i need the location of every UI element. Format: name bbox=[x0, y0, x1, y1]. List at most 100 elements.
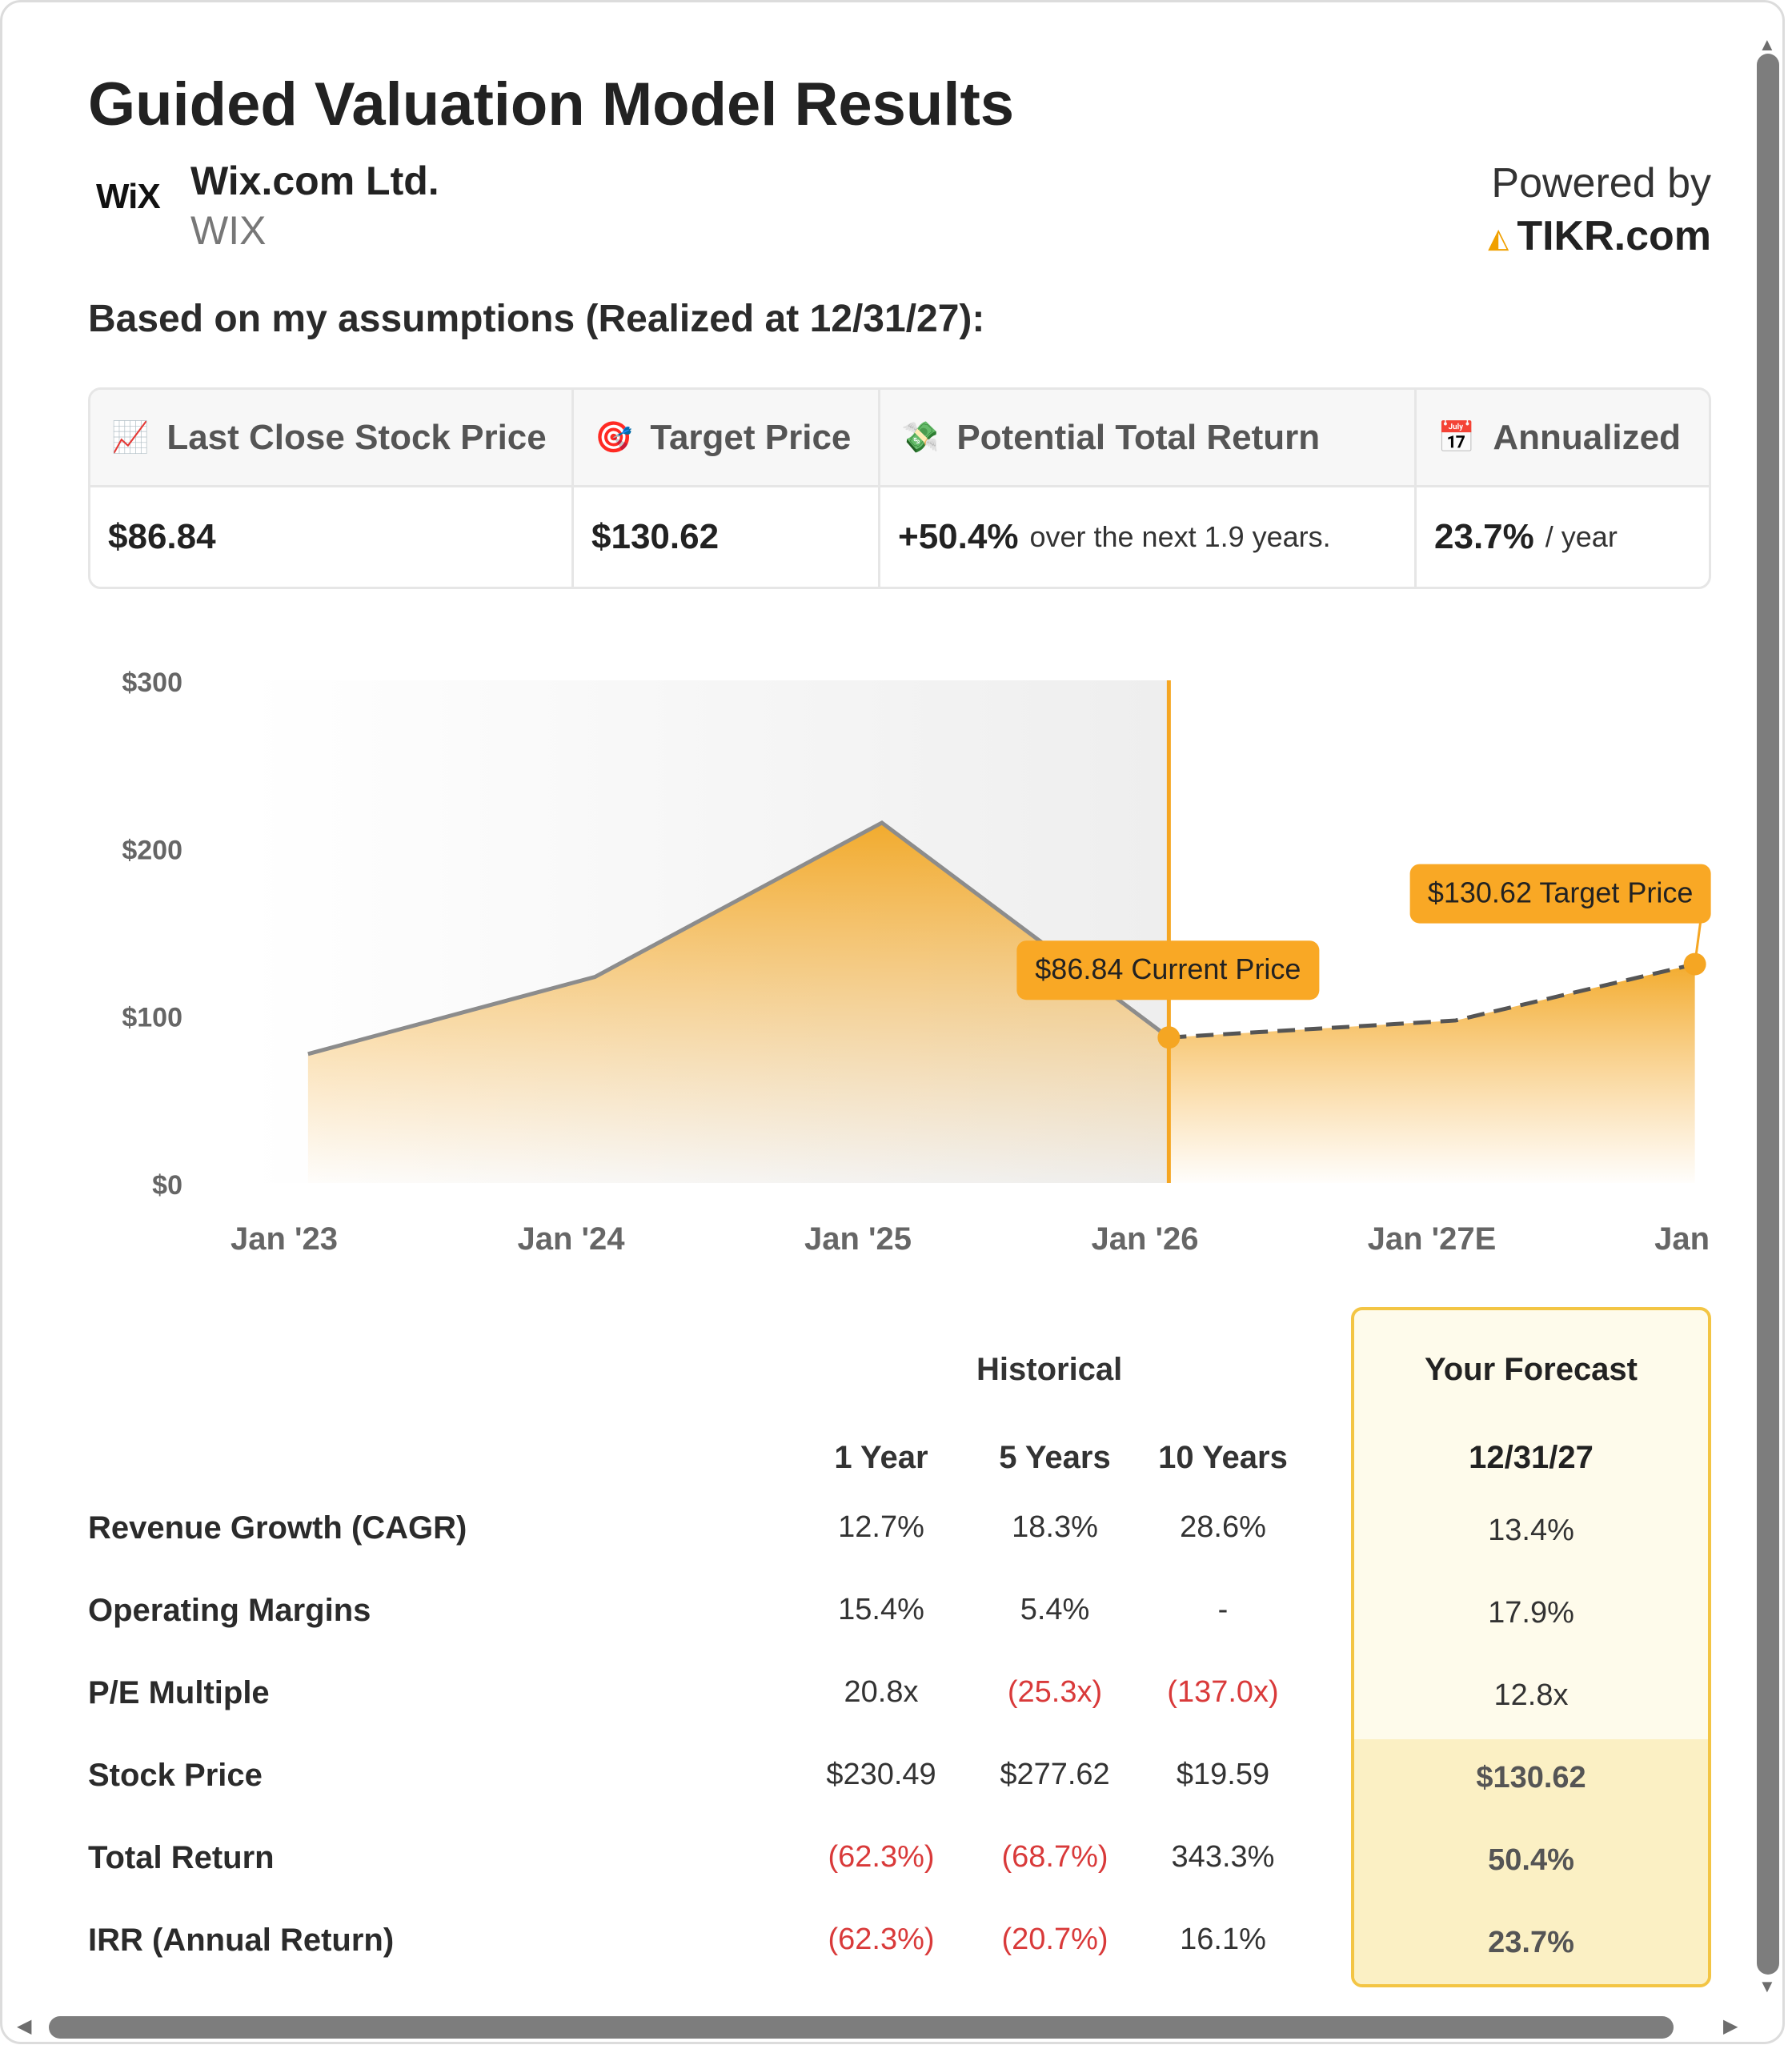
x-axis-tick-label: Jan '23 bbox=[231, 1221, 338, 1257]
x-axis-tick-label: Jan '25 bbox=[804, 1221, 912, 1257]
tikr-logo-icon: ◭ bbox=[1488, 223, 1509, 255]
table-cell: 343.3% bbox=[1171, 1840, 1275, 1874]
target-price-value: $130.62 bbox=[574, 487, 880, 587]
powered-by[interactable]: Powered by ◭ TIKR.com bbox=[1488, 159, 1711, 260]
last-close-value: $86.84 bbox=[90, 487, 574, 587]
current-price-label-box bbox=[1016, 940, 1320, 1000]
col-header-forecast-date: 12/31/27 bbox=[1469, 1440, 1594, 1475]
summary-header-label: Potential Total Return bbox=[956, 417, 1321, 457]
scroll-up-arrow-icon[interactable]: ▲ bbox=[1758, 34, 1776, 54]
table-cell: 5.4% bbox=[1020, 1593, 1090, 1626]
table-cell: (62.3%) bbox=[828, 1923, 935, 1956]
x-axis-tick-label: Jan '26 bbox=[1091, 1221, 1198, 1257]
forecast-column-box bbox=[1351, 1307, 1711, 1987]
vertical-scroll-thumb[interactable] bbox=[1757, 54, 1779, 1975]
current-price-label: $86.84 Current Price bbox=[1035, 952, 1301, 985]
table-cell: $277.62 bbox=[1000, 1758, 1110, 1791]
page-content: Guided Valuation Model Results WiX Wix.c… bbox=[88, 74, 1711, 589]
row-label-stock-price: Stock Price bbox=[88, 1758, 263, 1793]
forecast-cell: 23.7% bbox=[1488, 1926, 1574, 1959]
table-cell: 12.7% bbox=[838, 1510, 924, 1544]
forecast-cell: 13.4% bbox=[1488, 1514, 1574, 1547]
table-cell: 20.8x bbox=[844, 1675, 919, 1709]
current-price-marker bbox=[1157, 1026, 1181, 1049]
summary-header-label: Target Price bbox=[650, 417, 852, 457]
summary-header-last-close: 📈 Last Close Stock Price bbox=[90, 390, 574, 487]
table-cell: 28.6% bbox=[1180, 1510, 1266, 1544]
page-title: Guided Valuation Model Results bbox=[88, 70, 1015, 138]
company-name: Wix.com Ltd. bbox=[190, 158, 439, 203]
table-cell: (25.3x) bbox=[1007, 1675, 1103, 1709]
table-cell: (62.3%) bbox=[828, 1840, 935, 1874]
x-axis-tick-label: Jan '24 bbox=[517, 1221, 625, 1257]
total-return-percent: +50.4% bbox=[898, 517, 1019, 556]
calendar-icon: 📅 bbox=[1437, 420, 1476, 455]
horizontal-scrollbar[interactable]: ◀ ▶ bbox=[10, 2013, 1759, 2042]
y-axis-tick-label: $300 bbox=[122, 668, 182, 698]
forecast-results-highlight bbox=[1354, 1739, 1708, 1984]
summary-table: 📈 Last Close Stock Price 🎯 Target Price … bbox=[88, 387, 1711, 589]
tikr-brand[interactable]: ◭ TIKR.com bbox=[1488, 212, 1711, 260]
y-axis-tick-label: $200 bbox=[122, 835, 182, 865]
company-logo: WiX bbox=[96, 177, 161, 216]
col-header-10-years: 10 Years bbox=[1158, 1440, 1288, 1475]
forecast-cell: 50.4% bbox=[1488, 1843, 1574, 1877]
forecast-price-line bbox=[1169, 962, 1696, 1040]
target-price-label-box bbox=[1409, 864, 1711, 924]
table-cell: 16.1% bbox=[1180, 1923, 1266, 1956]
x-axis-tick-label: Jan '27E bbox=[1368, 1221, 1497, 1257]
annualized-percent: 23.7% bbox=[1434, 517, 1534, 556]
col-header-1-year: 1 Year bbox=[834, 1440, 928, 1475]
company-header: WiX Wix.com Ltd. WIX Powered by ◭ TIKR.co… bbox=[88, 150, 1711, 270]
price-chart-svg: $0 $100 $200 $300 Jan '23 Jan '24 Jan '25 Jan '… bbox=[122, 668, 1783, 1257]
summary-header-label: Annualized bbox=[1493, 417, 1682, 457]
horizontal-scroll-thumb[interactable] bbox=[49, 2016, 1674, 2039]
table-cell: (20.7%) bbox=[1001, 1923, 1108, 1956]
company-ticker: WIX bbox=[190, 208, 267, 253]
table-cell: $230.49 bbox=[826, 1758, 936, 1791]
x-axis-tick-label: Jan '28E bbox=[1654, 1221, 1711, 1257]
forecast-price-area bbox=[1169, 964, 1695, 1183]
table-cell: (137.0x) bbox=[1167, 1675, 1279, 1709]
scroll-right-arrow-icon[interactable]: ▶ bbox=[1723, 2015, 1738, 2037]
y-axis-tick-label: $0 bbox=[152, 1170, 182, 1201]
scroll-left-arrow-icon[interactable]: ◀ bbox=[17, 2015, 32, 2037]
historical-group-header: Historical bbox=[976, 1352, 1123, 1387]
target-price-marker bbox=[1683, 952, 1706, 976]
price-chart: $0 $100 $200 $300 Jan '23 Jan '24 Jan '25 Jan '… bbox=[88, 659, 1783, 1271]
table-cell: 15.4% bbox=[838, 1593, 924, 1626]
tikr-brand-text: TIKR.com bbox=[1517, 213, 1711, 259]
annualized-unit: / year bbox=[1545, 520, 1618, 553]
col-header-5-years: 5 Years bbox=[999, 1440, 1111, 1475]
summary-header-total-return: 💸 Potential Total Return bbox=[880, 390, 1417, 487]
target-icon: 🎯 bbox=[595, 420, 633, 455]
target-price-label: $130.62 Target Price bbox=[1428, 876, 1694, 909]
total-return-value: +50.4% over the next 1.9 years. bbox=[880, 487, 1417, 587]
annualized-value: 23.7% / year bbox=[1417, 487, 1709, 587]
summary-header-label: Last Close Stock Price bbox=[166, 417, 547, 457]
chart-increasing-icon: 📈 bbox=[111, 420, 150, 455]
table-cell: (68.7%) bbox=[1001, 1840, 1108, 1874]
table-cell: 18.3% bbox=[1012, 1510, 1098, 1544]
row-label-irr: IRR (Annual Return) bbox=[88, 1923, 395, 1958]
money-with-wings-icon: 💸 bbox=[901, 420, 940, 455]
assumptions-table: Historical Your Forecast 1 Year 5 Years … bbox=[88, 1307, 1711, 1987]
total-return-note: over the next 1.9 years. bbox=[1029, 520, 1331, 553]
historical-price-line bbox=[307, 820, 1170, 1057]
row-label-pe-multiple: P/E Multiple bbox=[88, 1675, 270, 1710]
forecast-cell: 12.8x bbox=[1493, 1678, 1569, 1712]
powered-by-label: Powered by bbox=[1491, 160, 1711, 207]
row-label-revenue-growth: Revenue Growth (CAGR) bbox=[88, 1510, 467, 1546]
vertical-scrollbar[interactable]: ▲ ▼ bbox=[1755, 34, 1782, 1996]
summary-header-annualized: 📅 Annualized bbox=[1417, 390, 1709, 487]
scroll-down-arrow-icon[interactable]: ▼ bbox=[1758, 1976, 1776, 1996]
row-label-total-return: Total Return bbox=[88, 1840, 275, 1875]
y-axis-tick-label: $100 bbox=[122, 1003, 182, 1033]
forecast-cell: 17.9% bbox=[1488, 1596, 1574, 1630]
forecast-cell: $130.62 bbox=[1476, 1761, 1586, 1794]
forecast-group-header: Your Forecast bbox=[1425, 1352, 1638, 1387]
summary-header-target: 🎯 Target Price bbox=[574, 390, 880, 487]
historical-price-area bbox=[307, 822, 1169, 1183]
row-label-operating-margins: Operating Margins bbox=[88, 1593, 371, 1628]
